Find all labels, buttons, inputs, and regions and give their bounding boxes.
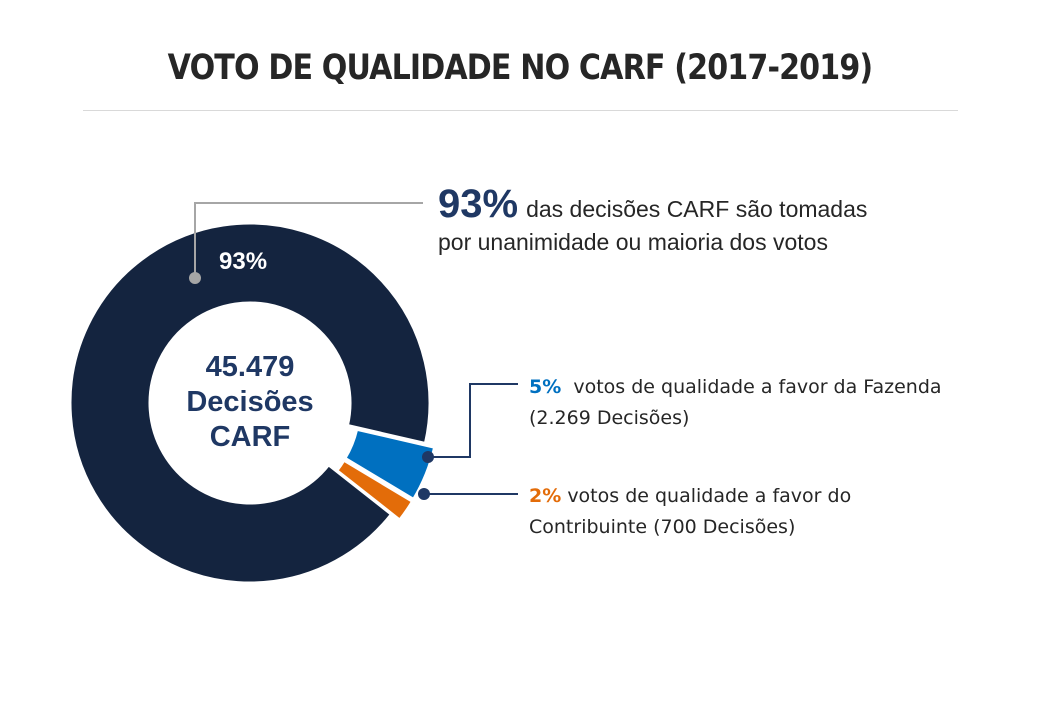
annotation-fazenda-text-1: votos de qualidade a favor da Fazenda [573,376,942,398]
annotation-contribuinte-pct: 2% [529,485,562,507]
annotation-contribuinte-text-1: votos de qualidade a favor do [567,485,852,507]
chart-title: VOTO DE QUALIDADE NO CARF (2017-2019) [167,48,874,88]
annotation-unanimity-text-2: por unanimidade ou maioria dos votos [438,229,828,255]
slice-label-unanimity: 93% [219,248,268,275]
leader-dot-contribuinte [418,488,430,500]
center-total-label: 45.479 Decisões CARF [150,350,350,455]
leader-dot-fazenda [422,451,434,463]
annotation-contribuinte: 2% votos de qualidade a favor do Contrib… [529,481,1009,543]
leader-line-fazenda [428,383,518,458]
annotation-unanimity-text-1: das decisões CARF são tomadas [526,196,868,222]
annotation-fazenda: 5% votos de qualidade a favor da Fazenda… [529,372,1009,434]
donut-slices [68,221,437,585]
title-divider [83,110,958,111]
center-total-unit: Decisões [186,386,314,418]
annotation-fazenda-text-2: (2.269 Decisões) [529,407,690,429]
annotation-fazenda-pct: 5% [529,376,562,398]
leader-dot-unanimity [189,272,201,284]
annotation-contribuinte-text-2: Contribuinte (700 Decisões) [529,516,796,538]
annotation-unanimity-pct: 93% [438,182,519,226]
center-total-count: 45.479 [205,351,295,383]
annotation-unanimity: 93% das decisões CARF são tomadas por una… [438,184,998,259]
donut-slice-93pct [68,221,432,585]
center-total-name: CARF [209,421,291,453]
leader-line-unanimity [194,202,423,276]
